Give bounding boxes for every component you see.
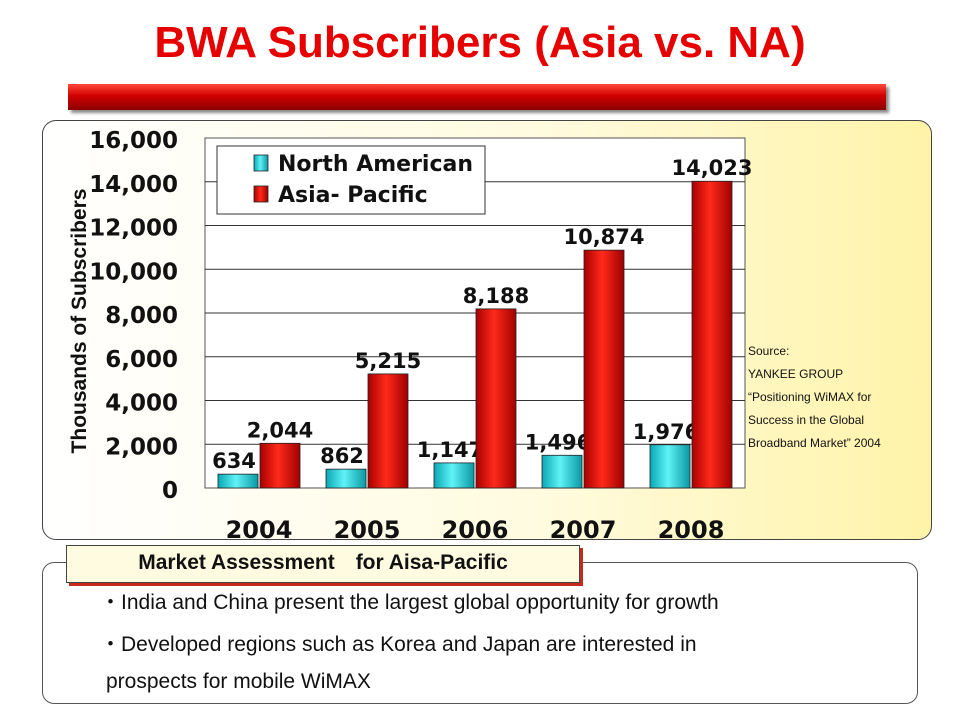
y-axis-title: Thousands of Subscribers bbox=[68, 189, 91, 454]
source-line: YANKEE GROUP bbox=[748, 367, 844, 381]
y-tick-label: 16,000 bbox=[89, 128, 178, 154]
data-label-north-american: 1,976 bbox=[633, 420, 699, 444]
market-bullet: prospects for mobile WiMAX bbox=[106, 670, 371, 693]
bar-north-american bbox=[433, 462, 475, 489]
bar-asia-pacific bbox=[691, 180, 733, 489]
legend-label-asia-pacific: Asia- Pacific bbox=[278, 183, 428, 208]
source-note: Source: YANKEE GROUP “Positioning WiMAX … bbox=[748, 340, 928, 455]
market-assessment-heading: Market Assessment for Aisa-Pacific bbox=[66, 545, 580, 583]
x-tick-label: 2007 bbox=[550, 516, 617, 544]
legend-swatch-north-american bbox=[253, 154, 269, 172]
y-tick-label: 10,000 bbox=[89, 259, 178, 285]
x-tick-label: 2004 bbox=[226, 516, 293, 544]
x-tick-label: 2008 bbox=[658, 516, 725, 544]
data-label-north-american: 1,496 bbox=[525, 430, 591, 454]
x-tick-label: 2005 bbox=[334, 516, 401, 544]
data-label-north-american: 1,147 bbox=[417, 438, 483, 462]
data-label-asia-pacific: 14,023 bbox=[671, 156, 752, 180]
market-bullet: ・India and China present the largest glo… bbox=[100, 591, 719, 614]
bar-asia-pacific bbox=[583, 249, 625, 489]
data-label-asia-pacific: 2,044 bbox=[247, 418, 313, 442]
bar-north-american bbox=[541, 454, 583, 489]
data-label-asia-pacific: 8,188 bbox=[463, 284, 529, 308]
source-line: Broadband Market” 2004 bbox=[748, 436, 881, 450]
source-line: Success in the Global bbox=[748, 413, 865, 427]
market-bullet: ・Developed regions such as Korea and Jap… bbox=[100, 633, 697, 656]
page-title: BWA Subscribers (Asia vs. NA) bbox=[154, 18, 806, 67]
bar-chart: 0 2,000 4,000 6,000 8,000 10,000 12,000 14,000 1… bbox=[68, 128, 753, 544]
y-tick-label: 4,000 bbox=[105, 391, 178, 417]
y-tick-label: 12,000 bbox=[89, 216, 178, 242]
bar-asia-pacific bbox=[259, 442, 301, 489]
bar-asia-pacific bbox=[475, 308, 517, 489]
data-label-asia-pacific: 10,874 bbox=[563, 225, 644, 249]
legend-swatch-asia-pacific bbox=[253, 185, 269, 203]
legend-label-north-american: North American bbox=[278, 152, 473, 177]
data-label-asia-pacific: 5,215 bbox=[355, 349, 421, 373]
source-line: “Positioning WiMAX for bbox=[748, 390, 872, 404]
market-assessment-box bbox=[42, 562, 918, 704]
source-line: Source: bbox=[748, 344, 790, 358]
data-label-north-american: 634 bbox=[212, 449, 256, 473]
bar-north-american bbox=[325, 468, 367, 489]
bar-north-american bbox=[217, 473, 259, 489]
y-tick-label: 0 bbox=[162, 478, 178, 504]
bar-asia-pacific bbox=[367, 373, 409, 489]
y-tick-label: 6,000 bbox=[105, 347, 178, 373]
title-underline-bar bbox=[68, 84, 886, 110]
bar-north-american bbox=[649, 444, 691, 489]
data-label-north-american: 862 bbox=[320, 444, 364, 468]
x-tick-label: 2006 bbox=[442, 516, 509, 544]
y-tick-label: 14,000 bbox=[89, 172, 178, 198]
y-tick-label: 8,000 bbox=[105, 303, 178, 329]
y-tick-label: 2,000 bbox=[105, 434, 178, 460]
